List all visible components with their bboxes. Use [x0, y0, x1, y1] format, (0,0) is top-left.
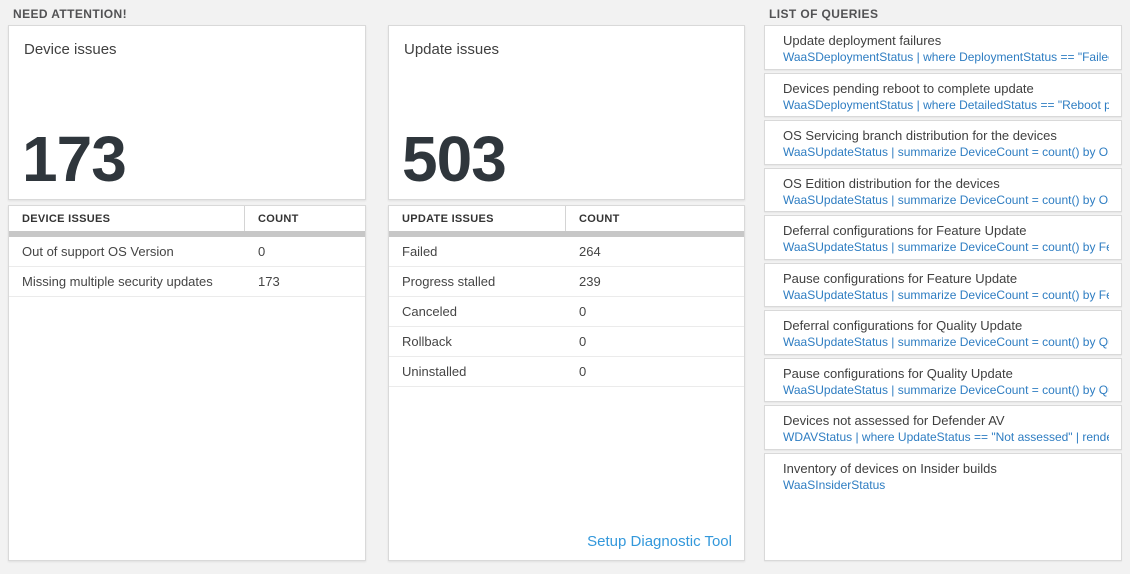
query-title: Inventory of devices on Insider builds [783, 460, 997, 476]
row-label: Out of support OS Version [22, 244, 174, 259]
query-list-item[interactable]: Deferral configurations for Feature Upda… [764, 215, 1122, 260]
query-list-item[interactable]: Deferral configurations for Quality Upda… [764, 310, 1122, 355]
row-label: Progress stalled [402, 274, 496, 289]
table-row[interactable]: Out of support OS Version 0 [9, 237, 365, 267]
table-row[interactable]: Rollback 0 [389, 327, 744, 357]
row-count: 173 [258, 274, 280, 289]
query-list-item[interactable]: Devices pending reboot to complete updat… [764, 72, 1122, 117]
query-text: WaaSUpdateStatus | summarize DeviceCount… [783, 192, 1109, 207]
column-header-count: COUNT [579, 212, 620, 225]
row-label: Rollback [402, 334, 452, 349]
query-title: Pause configurations for Feature Update [783, 270, 1018, 286]
query-text: WaaSUpdateStatus | summarize DeviceCount… [783, 382, 1109, 397]
query-title: Devices not assessed for Defender AV [783, 413, 1005, 428]
device-issues-column: NEED ATTENTION! Device issues 173 DEVICE… [8, 4, 366, 561]
update-issues-count: 503 [402, 123, 507, 195]
row-label: Missing multiple security updates [22, 274, 213, 289]
column-header-update-issues: UPDATE ISSUES [389, 206, 566, 231]
query-list-item[interactable]: OS Servicing branch distribution for the… [764, 120, 1122, 165]
device-issues-table: DEVICE ISSUES COUNT Out of support OS Ve… [8, 205, 366, 561]
device-issues-count: 173 [22, 123, 127, 195]
row-label: Canceled [402, 304, 457, 319]
device-issues-table-header: DEVICE ISSUES COUNT [9, 206, 365, 237]
update-issues-table-header: UPDATE ISSUES COUNT [389, 206, 744, 237]
column-header-count: COUNT [258, 212, 299, 225]
query-list-item[interactable]: Pause configurations for Quality Update … [764, 357, 1122, 402]
query-text: WaaSDeploymentStatus | where DeploymentS… [783, 50, 1109, 64]
device-issues-title: Device issues [24, 41, 117, 58]
row-count: 0 [258, 244, 266, 259]
query-list-item[interactable]: Pause configurations for Feature Update … [764, 262, 1122, 307]
update-issues-column: Update issues 503 UPDATE ISSUES COUNT Fa… [388, 4, 745, 561]
table-row[interactable]: Progress stalled 239 [389, 267, 744, 297]
device-issues-tile[interactable]: Device issues 173 [8, 25, 366, 200]
query-list-item[interactable]: Update deployment failures WaaSDeploymen… [764, 25, 1122, 70]
row-label: Failed [402, 244, 438, 259]
list-of-queries-header: LIST OF QUERIES [769, 7, 879, 21]
query-title: OS Edition distribution for the devices [783, 175, 1000, 191]
row-count: 0 [579, 304, 587, 319]
table-row[interactable]: Missing multiple security updates 173 [9, 267, 365, 297]
query-title: Update deployment failures [783, 33, 942, 48]
row-count: 0 [579, 364, 587, 379]
query-list-item[interactable]: Devices not assessed for Defender AV WDA… [764, 405, 1122, 450]
row-count: 264 [579, 244, 601, 259]
update-issues-title: Update issues [404, 41, 500, 58]
query-text: WaaSUpdateStatus | summarize DeviceCount… [783, 287, 1109, 302]
query-list-item[interactable]: OS Edition distribution for the devices … [764, 167, 1122, 212]
table-row[interactable]: Uninstalled 0 [389, 357, 744, 387]
table-row[interactable]: Canceled 0 [389, 297, 744, 327]
setup-diagnostic-tool-link[interactable]: Setup Diagnostic Tool [587, 533, 732, 550]
query-text: WaaSUpdateStatus | summarize DeviceCount… [783, 240, 1109, 254]
query-title: Pause configurations for Quality Update [783, 365, 1013, 381]
row-label: Uninstalled [402, 364, 467, 379]
queries-column: LIST OF QUERIES Update deployment failur… [764, 4, 1122, 561]
row-count: 239 [579, 274, 601, 289]
need-attention-header-spacer [388, 4, 745, 25]
query-list-item[interactable]: Inventory of devices on Insider builds W… [764, 452, 1122, 561]
column-header-device-issues: DEVICE ISSUES [9, 206, 245, 231]
query-text: WDAVStatus | where UpdateStatus == "Not … [783, 430, 1109, 444]
table-row[interactable]: Failed 264 [389, 237, 744, 267]
row-count: 0 [579, 334, 587, 349]
need-attention-header: NEED ATTENTION! [13, 7, 127, 21]
query-title: Devices pending reboot to complete updat… [783, 80, 1034, 96]
query-text: WaaSInsiderStatus [783, 477, 886, 492]
update-issues-tile[interactable]: Update issues 503 [388, 25, 745, 200]
update-issues-table: UPDATE ISSUES COUNT Failed 264 Progress … [388, 205, 745, 561]
query-text: WaaSUpdateStatus | summarize DeviceCount… [783, 335, 1109, 349]
query-title: Deferral configurations for Quality Upda… [783, 318, 1023, 333]
query-text: WaaSDeploymentStatus | where DetailedSta… [783, 97, 1109, 112]
query-title: Deferral configurations for Feature Upda… [783, 223, 1027, 238]
query-title: OS Servicing branch distribution for the… [783, 128, 1057, 143]
query-text: WaaSUpdateStatus | summarize DeviceCount… [783, 145, 1109, 159]
